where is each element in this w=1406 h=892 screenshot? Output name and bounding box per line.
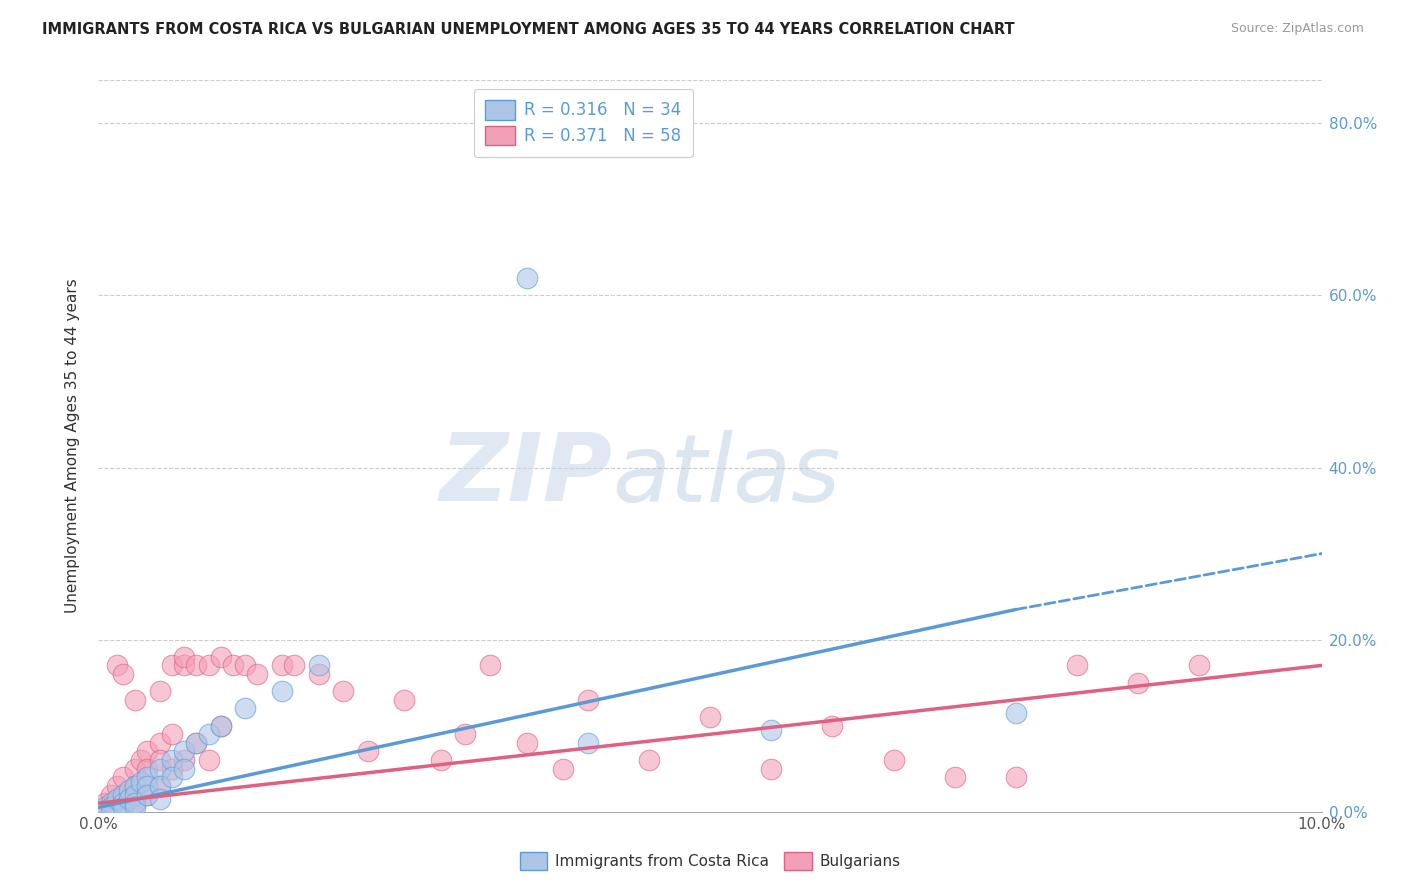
Point (332, 684, 354, 698)
Point (136, 788, 159, 802)
Point (209, 649, 232, 664)
Point (233, 701, 256, 715)
Point (637, 753, 661, 767)
Point (93, 800, 115, 814)
Point (105, 658, 128, 673)
Point (883, 753, 905, 767)
Point (759, 723, 782, 737)
Point (149, 762, 172, 776)
Point (759, 762, 782, 776)
Point (136, 770, 159, 784)
Point (1004, 770, 1026, 784)
Point (1004, 706, 1026, 720)
Point (160, 727, 183, 741)
Point (821, 719, 844, 733)
Point (576, 736, 599, 750)
Point (186, 658, 208, 673)
Point (392, 693, 416, 707)
Point (173, 762, 195, 776)
Point (93, 796, 115, 810)
Point (160, 762, 183, 776)
Point (136, 788, 159, 802)
Legend: Immigrants from Costa Rica, Bulgarians: Immigrants from Costa Rica, Bulgarians (512, 845, 908, 877)
Point (160, 753, 183, 767)
Point (478, 658, 501, 673)
Point (197, 753, 219, 767)
Point (149, 684, 172, 698)
Point (186, 736, 208, 750)
Point (186, 736, 208, 750)
Point (111, 792, 134, 806)
Point (124, 796, 146, 810)
Point (105, 779, 128, 793)
Point (111, 770, 134, 784)
Point (105, 792, 128, 806)
Point (124, 800, 146, 814)
Point (553, 762, 575, 776)
Point (124, 779, 146, 793)
Point (576, 693, 599, 707)
Point (943, 770, 966, 784)
Point (118, 788, 141, 802)
Point (124, 788, 146, 802)
Point (160, 770, 183, 784)
Point (111, 667, 134, 681)
Point (149, 736, 172, 750)
Point (136, 779, 159, 793)
Point (222, 658, 245, 673)
Point (173, 658, 195, 673)
Point (100, 800, 122, 814)
Point (149, 792, 172, 806)
Text: ZIP: ZIP (439, 429, 612, 521)
Point (124, 762, 146, 776)
Point (173, 649, 195, 664)
Point (129, 753, 152, 767)
Point (699, 710, 721, 724)
Point (100, 800, 122, 814)
Point (270, 684, 292, 698)
Point (100, 788, 122, 802)
Point (1066, 658, 1088, 673)
Point (111, 796, 134, 810)
Point (516, 736, 538, 750)
Point (124, 796, 146, 810)
Point (308, 667, 330, 681)
Y-axis label: Unemployment Among Ages 35 to 44 years: Unemployment Among Ages 35 to 44 years (65, 278, 80, 614)
Point (430, 753, 453, 767)
Point (111, 788, 134, 802)
Point (173, 753, 195, 767)
Point (100, 796, 122, 810)
Point (136, 744, 159, 758)
Text: Source: ZipAtlas.com: Source: ZipAtlas.com (1230, 22, 1364, 36)
Point (283, 658, 305, 673)
Text: IMMIGRANTS FROM COSTA RICA VS BULGARIAN UNEMPLOYMENT AMONG AGES 35 TO 44 YEARS C: IMMIGRANTS FROM COSTA RICA VS BULGARIAN … (42, 22, 1015, 37)
Point (233, 658, 256, 673)
Point (270, 658, 292, 673)
Point (136, 762, 159, 776)
Point (118, 783, 141, 797)
Point (149, 779, 172, 793)
Point (118, 792, 141, 806)
Point (124, 779, 146, 793)
Point (246, 667, 269, 681)
Point (308, 658, 330, 673)
Point (1128, 675, 1150, 690)
Point (197, 727, 219, 741)
Point (197, 658, 219, 673)
Point (160, 658, 183, 673)
Point (124, 693, 146, 707)
Point (111, 800, 134, 814)
Point (209, 719, 232, 733)
Point (516, 271, 538, 285)
Point (129, 774, 152, 789)
Text: atlas: atlas (612, 430, 841, 521)
Point (356, 744, 378, 758)
Point (1188, 658, 1211, 673)
Point (454, 727, 477, 741)
Point (149, 779, 172, 793)
Point (209, 719, 232, 733)
Point (173, 744, 195, 758)
Point (149, 753, 172, 767)
